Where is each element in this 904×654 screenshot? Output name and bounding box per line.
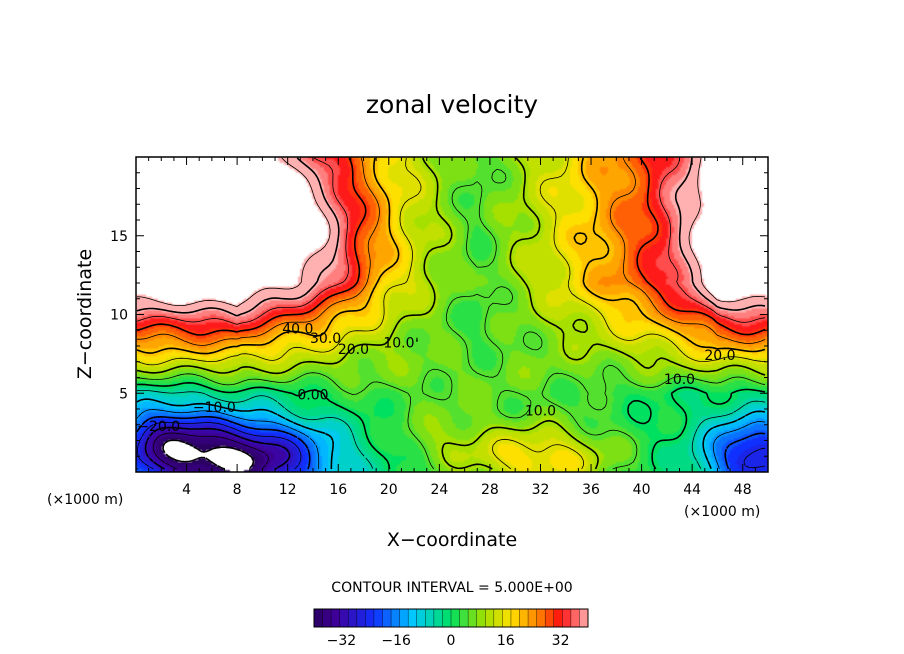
contour-label: 20.0 xyxy=(704,348,735,364)
contour-label: 0.00 xyxy=(297,388,328,404)
y-axis-ticks: 5 10 15 xyxy=(110,172,768,457)
colorbar-tick-label: 32 xyxy=(552,633,570,649)
contour-line xyxy=(136,157,766,355)
colorbar-band xyxy=(553,609,563,627)
chart-title: zonal velocity xyxy=(366,90,538,119)
y-axis-label: Z−coordinate xyxy=(74,249,96,379)
colorbar-band xyxy=(348,609,358,627)
colorbar-band xyxy=(331,609,341,627)
contour-line xyxy=(136,157,766,317)
contour-line xyxy=(136,416,766,470)
contour-line xyxy=(162,439,255,470)
colorbar-band xyxy=(356,609,366,627)
x-tick-label: 40 xyxy=(633,482,651,498)
contour-line xyxy=(136,157,766,308)
contour-label: 20.0 xyxy=(338,342,369,358)
colorbar-band xyxy=(459,609,469,627)
colorbar-frame xyxy=(313,608,589,628)
colorbar-band xyxy=(476,609,486,627)
contour-line xyxy=(136,157,766,336)
colorbar-band xyxy=(519,609,529,627)
x-axis-units-right: (×1000 m) xyxy=(684,504,760,520)
contour-line xyxy=(136,409,766,470)
colorbar-band xyxy=(399,609,409,627)
colorbar-tick-label: −16 xyxy=(381,633,411,649)
contour-line xyxy=(137,422,766,470)
x-tick-label: 4 xyxy=(182,482,191,498)
colorbar-band xyxy=(416,609,426,627)
contour-label: 10.0 xyxy=(525,403,556,419)
contour-label: −20.0 xyxy=(137,419,180,435)
x-tick-label: 8 xyxy=(233,482,242,498)
contour-line xyxy=(136,157,765,470)
colorbar-band xyxy=(536,609,546,627)
x-tick-label: 16 xyxy=(329,482,347,498)
colorbar-band xyxy=(322,609,332,627)
velocity-field xyxy=(136,157,768,472)
x-tick-label: 48 xyxy=(734,482,752,498)
colorbar-band xyxy=(468,609,478,627)
colorbar-band xyxy=(485,609,495,627)
colorbar-band xyxy=(365,609,375,627)
colorbar-band xyxy=(382,609,392,627)
colorbar-band xyxy=(373,609,383,627)
contour-label: −10.0 xyxy=(193,400,236,416)
colorbar-band xyxy=(493,609,503,627)
x-tick-label: 36 xyxy=(582,482,600,498)
contour-labels: 40.030.020.0 10.00.00−10.0−20.010.020.010… xyxy=(137,321,735,435)
contour-label: 10.0 xyxy=(383,336,414,352)
contour-label: 30.0 xyxy=(310,331,341,347)
colorbar-tick-label: 16 xyxy=(497,633,515,649)
colorbar-stripes xyxy=(313,609,589,627)
colorbar-band xyxy=(510,609,520,627)
x-tick-label: 12 xyxy=(279,482,297,498)
colorbar-band xyxy=(425,609,435,627)
colorbar-band xyxy=(502,609,512,627)
y-tick-label: 5 xyxy=(119,386,128,402)
contour-line xyxy=(137,157,766,346)
contour-interval-label: CONTOUR INTERVAL = 5.000E+00 xyxy=(331,580,572,596)
y-tick-label: 10 xyxy=(110,308,128,324)
x-tick-label: 24 xyxy=(430,482,448,498)
contour-line xyxy=(136,169,766,470)
contour-line xyxy=(136,398,766,470)
contour-line xyxy=(136,382,766,470)
colorbar-band xyxy=(314,609,324,627)
contour-label: 10.0 xyxy=(664,372,695,388)
colorbar: −32 −16 0 16 32 xyxy=(313,608,589,649)
x-tick-label: 28 xyxy=(481,482,499,498)
colorbar-tick-label: −32 xyxy=(327,633,357,649)
x-tick-label: 44 xyxy=(683,482,701,498)
contour-lines xyxy=(136,157,766,470)
colorbar-band xyxy=(339,609,349,627)
x-axis-ticks: 4 8 12 16 20 24 28 32 36 40 44 48 xyxy=(148,157,756,498)
colorbar-band xyxy=(545,609,555,627)
colorbar-band xyxy=(570,609,580,627)
contour-line xyxy=(136,390,766,470)
colorbar-band xyxy=(562,609,572,627)
colorbar-band xyxy=(442,609,452,627)
contour-line xyxy=(144,426,291,470)
y-tick-label: 15 xyxy=(110,229,128,245)
contour-line xyxy=(136,157,766,325)
x-axis-label: X−coordinate xyxy=(387,529,517,551)
colorbar-tick-label: 0 xyxy=(447,633,456,649)
colorbar-band xyxy=(528,609,538,627)
colorbar-band xyxy=(433,609,443,627)
x-axis-units-left: (×1000 m) xyxy=(47,492,123,508)
plot-area: 40.030.020.0 10.00.00−10.0−20.010.020.010… xyxy=(135,156,769,473)
colorbar-band xyxy=(579,609,589,627)
x-tick-label: 20 xyxy=(380,482,398,498)
contour-line xyxy=(136,157,766,470)
colorbar-band xyxy=(408,609,418,627)
contour-label: 40.0 xyxy=(282,321,313,337)
colorbar-ticks: −32 −16 0 16 32 xyxy=(327,633,570,649)
x-tick-label: 32 xyxy=(532,482,550,498)
contour-line xyxy=(152,432,269,470)
colorbar-band xyxy=(451,609,461,627)
colorbar-band xyxy=(391,609,401,627)
